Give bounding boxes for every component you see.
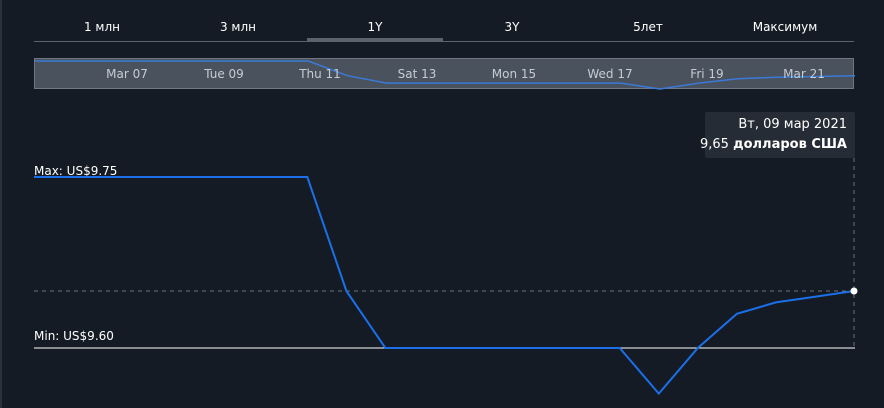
navigator-date-label: Mar 21 (783, 67, 825, 81)
navigator-date-label: Tue 09 (204, 67, 244, 81)
tooltip-unit: долларов США (733, 137, 847, 152)
navigator-date-label: Mon 15 (491, 67, 537, 81)
tooltip-date: Вт, 09 мар 2021 (738, 117, 847, 132)
tab-1-year[interactable]: 1Y (307, 10, 443, 42)
price-tooltip: Вт, 09 мар 2021 9,65 долларов США (700, 112, 855, 158)
tab-maximum[interactable]: Максимум (752, 20, 818, 34)
price-marker (850, 287, 858, 295)
navigator-date-label: Wed 17 (587, 67, 633, 81)
navigator-date-label: Sat 13 (397, 67, 437, 81)
tab-5-years[interactable]: 5лет (633, 20, 663, 34)
max-label: Max: US$9.75 (34, 164, 118, 178)
tab-3-years[interactable]: 3Y (504, 20, 520, 34)
navigator-date-label: Thu 11 (299, 67, 341, 81)
navigator-date-label: Mar 07 (106, 67, 148, 81)
navigator-sparkline (35, 60, 855, 90)
tooltip-price: 9,65 долларов США (700, 137, 847, 152)
tooltip-value: 9,65 (700, 137, 729, 152)
navigator-date-label: Fri 19 (690, 67, 724, 81)
tabs-divider (34, 41, 854, 42)
date-navigator[interactable]: Mar 07 Tue 09 Thu 11 Sat 13 Mon 15 Wed 1… (34, 58, 855, 90)
min-label: Min: US$9.60 (34, 329, 114, 343)
tab-3-months[interactable]: 3 млн (219, 20, 257, 34)
period-tabs: 1 млн 3 млн 1Y 3Y 5лет Максимум (34, 10, 854, 42)
price-line (34, 176, 855, 396)
tab-1-month[interactable]: 1 млн (83, 20, 121, 34)
left-panel-edge (0, 0, 2, 408)
